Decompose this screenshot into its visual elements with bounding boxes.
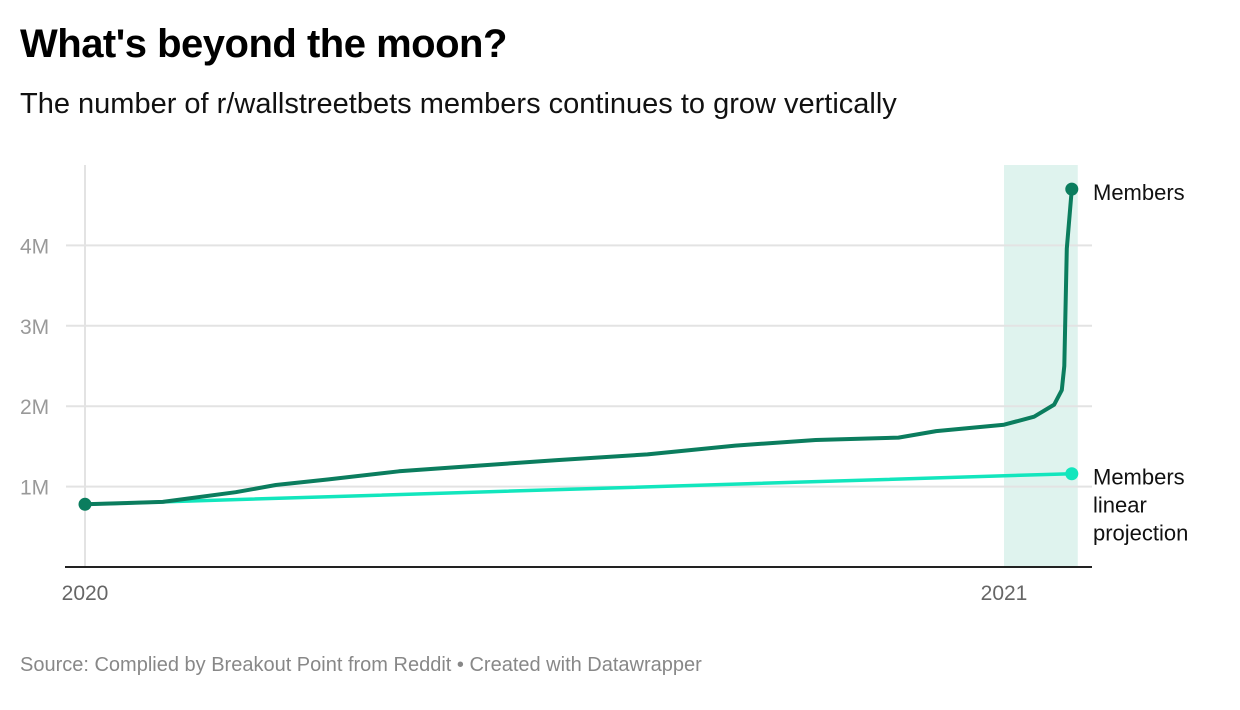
credit-link[interactable]: Created with Datawrapper [469, 654, 702, 676]
y-tick-label: 4M [20, 235, 49, 258]
y-tick-label: 3M [20, 316, 49, 339]
start-point [78, 497, 92, 511]
series-label: projection [1093, 521, 1188, 546]
highlight-band [1004, 165, 1078, 567]
footer: Source: Complied by Breakout Point from … [20, 654, 702, 677]
x-tick-label: 2020 [62, 582, 109, 605]
chart-title: What's beyond the moon? [20, 22, 507, 66]
members-line [83, 187, 1074, 507]
x-tick-label: 2021 [981, 582, 1028, 605]
series-label: linear [1093, 493, 1147, 518]
projection-line [83, 471, 1074, 507]
y-tick-label: 2M [20, 396, 49, 419]
members-end-point [1065, 182, 1079, 196]
series-label: Members [1093, 180, 1185, 205]
source-note: Source: Complied by Breakout Point from … [20, 654, 452, 676]
projection-end-point [1065, 467, 1079, 481]
y-tick-label: 1M [20, 477, 49, 500]
series-label: Members [1093, 465, 1185, 490]
separator: • [456, 654, 464, 676]
chart-subtitle: The number of r/wallstreetbets members c… [20, 88, 897, 120]
